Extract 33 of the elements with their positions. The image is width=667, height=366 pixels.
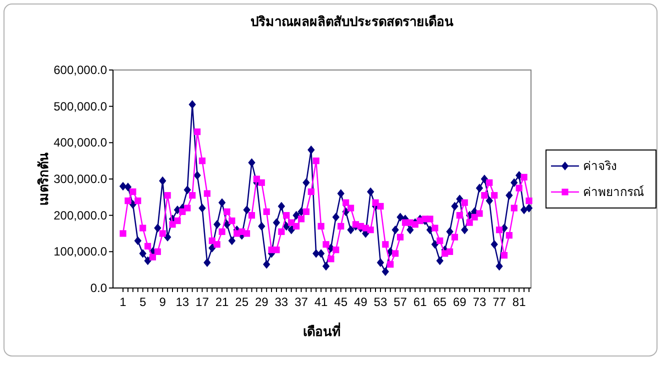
x-tick-label: 25 [235, 295, 249, 309]
x-tick-label: 69 [453, 295, 467, 309]
x-tick-label: 81 [512, 295, 526, 309]
legend-label: ค่าพยากรณ์ [583, 185, 644, 199]
x-tick-label: 5 [139, 295, 146, 309]
y-tick-label: 0.0 [90, 281, 108, 295]
legend-label: ค่าจริง [583, 159, 617, 173]
y-tick-label: 600,000.0 [54, 63, 108, 77]
y-tick-label: 300,000.0 [54, 172, 108, 186]
x-tick-label: 73 [472, 295, 486, 309]
x-axis-title: เดือนที่ [303, 322, 341, 339]
x-tick-label: 1 [120, 295, 127, 309]
x-tick-label: 37 [294, 295, 308, 309]
x-tick-label: 53 [374, 295, 388, 309]
x-tick-label: 61 [413, 295, 428, 309]
y-axis-title: เมตริกตัน [36, 152, 51, 206]
x-tick-label: 65 [433, 295, 447, 309]
y-tick-label: 500,000.0 [54, 99, 108, 114]
x-tick-label: 77 [492, 295, 506, 309]
y-tick-label: 100,000.0 [54, 244, 108, 259]
x-tick-label: 17 [196, 295, 210, 309]
x-tick-label: 33 [274, 295, 288, 309]
y-tick-label: 400,000.0 [54, 136, 108, 150]
x-tick-label: 45 [334, 295, 348, 309]
x-tick-label: 57 [394, 295, 408, 309]
y-tick-label: 200,000.0 [54, 208, 108, 222]
chart-title: ปริมาณผลผลิตสับประรดสดรายเดือน [250, 14, 454, 29]
x-tick-label: 49 [354, 295, 368, 309]
x-tick-label: 21 [215, 295, 230, 309]
x-tick-label: 13 [176, 295, 190, 309]
x-tick-label: 41 [314, 295, 328, 309]
x-tick-label: 9 [159, 295, 166, 309]
x-tick-label: 29 [254, 295, 269, 309]
